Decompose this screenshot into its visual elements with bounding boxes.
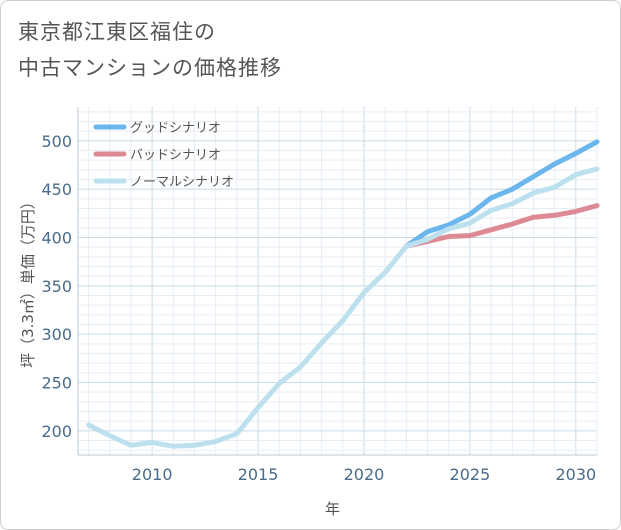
series-line-3 [86, 166, 600, 449]
x-tick-label-2025: 2025 [450, 465, 491, 484]
y-tick-label-300: 300 [41, 325, 72, 344]
x-tick-label-2020: 2020 [344, 465, 385, 484]
grid-lines [78, 107, 598, 455]
y-tick-label-200: 200 [41, 422, 72, 441]
y-axis-label: 坪（3.3㎡）単価（万円） [19, 194, 37, 368]
series-lines [86, 139, 600, 449]
chart-title-line-1: 東京都江東区福住の [18, 20, 216, 44]
chart-title-line-2: 中古マンションの価格推移 [18, 56, 282, 80]
x-tick-label-2030: 2030 [555, 465, 596, 484]
y-tick-label-250: 250 [41, 374, 72, 393]
legend-label-3: ノーマルシナリオ [130, 175, 234, 190]
x-axis-label: 年 [325, 500, 340, 518]
y-tick-label-350: 350 [41, 277, 72, 296]
tick-labels: 2010 2015 2020 2025 2030 200 250 300 350 400 450 50… [41, 132, 596, 484]
legend-label-1: グッドシナリオ [130, 121, 221, 136]
series-line-1 [403, 139, 600, 249]
chart-title: 東京都江東区福住の 中古マンションの価格推移 [18, 14, 282, 86]
y-tick-label-450: 450 [41, 180, 72, 199]
axes [77, 107, 597, 456]
legend-label-2: バッドシナリオ [130, 148, 221, 163]
x-tick-label-2010: 2010 [132, 465, 173, 484]
x-tick-label-2015: 2015 [238, 465, 279, 484]
y-tick-label-500: 500 [41, 132, 72, 151]
y-tick-label-400: 400 [41, 229, 72, 248]
series-line-2 [403, 203, 600, 249]
